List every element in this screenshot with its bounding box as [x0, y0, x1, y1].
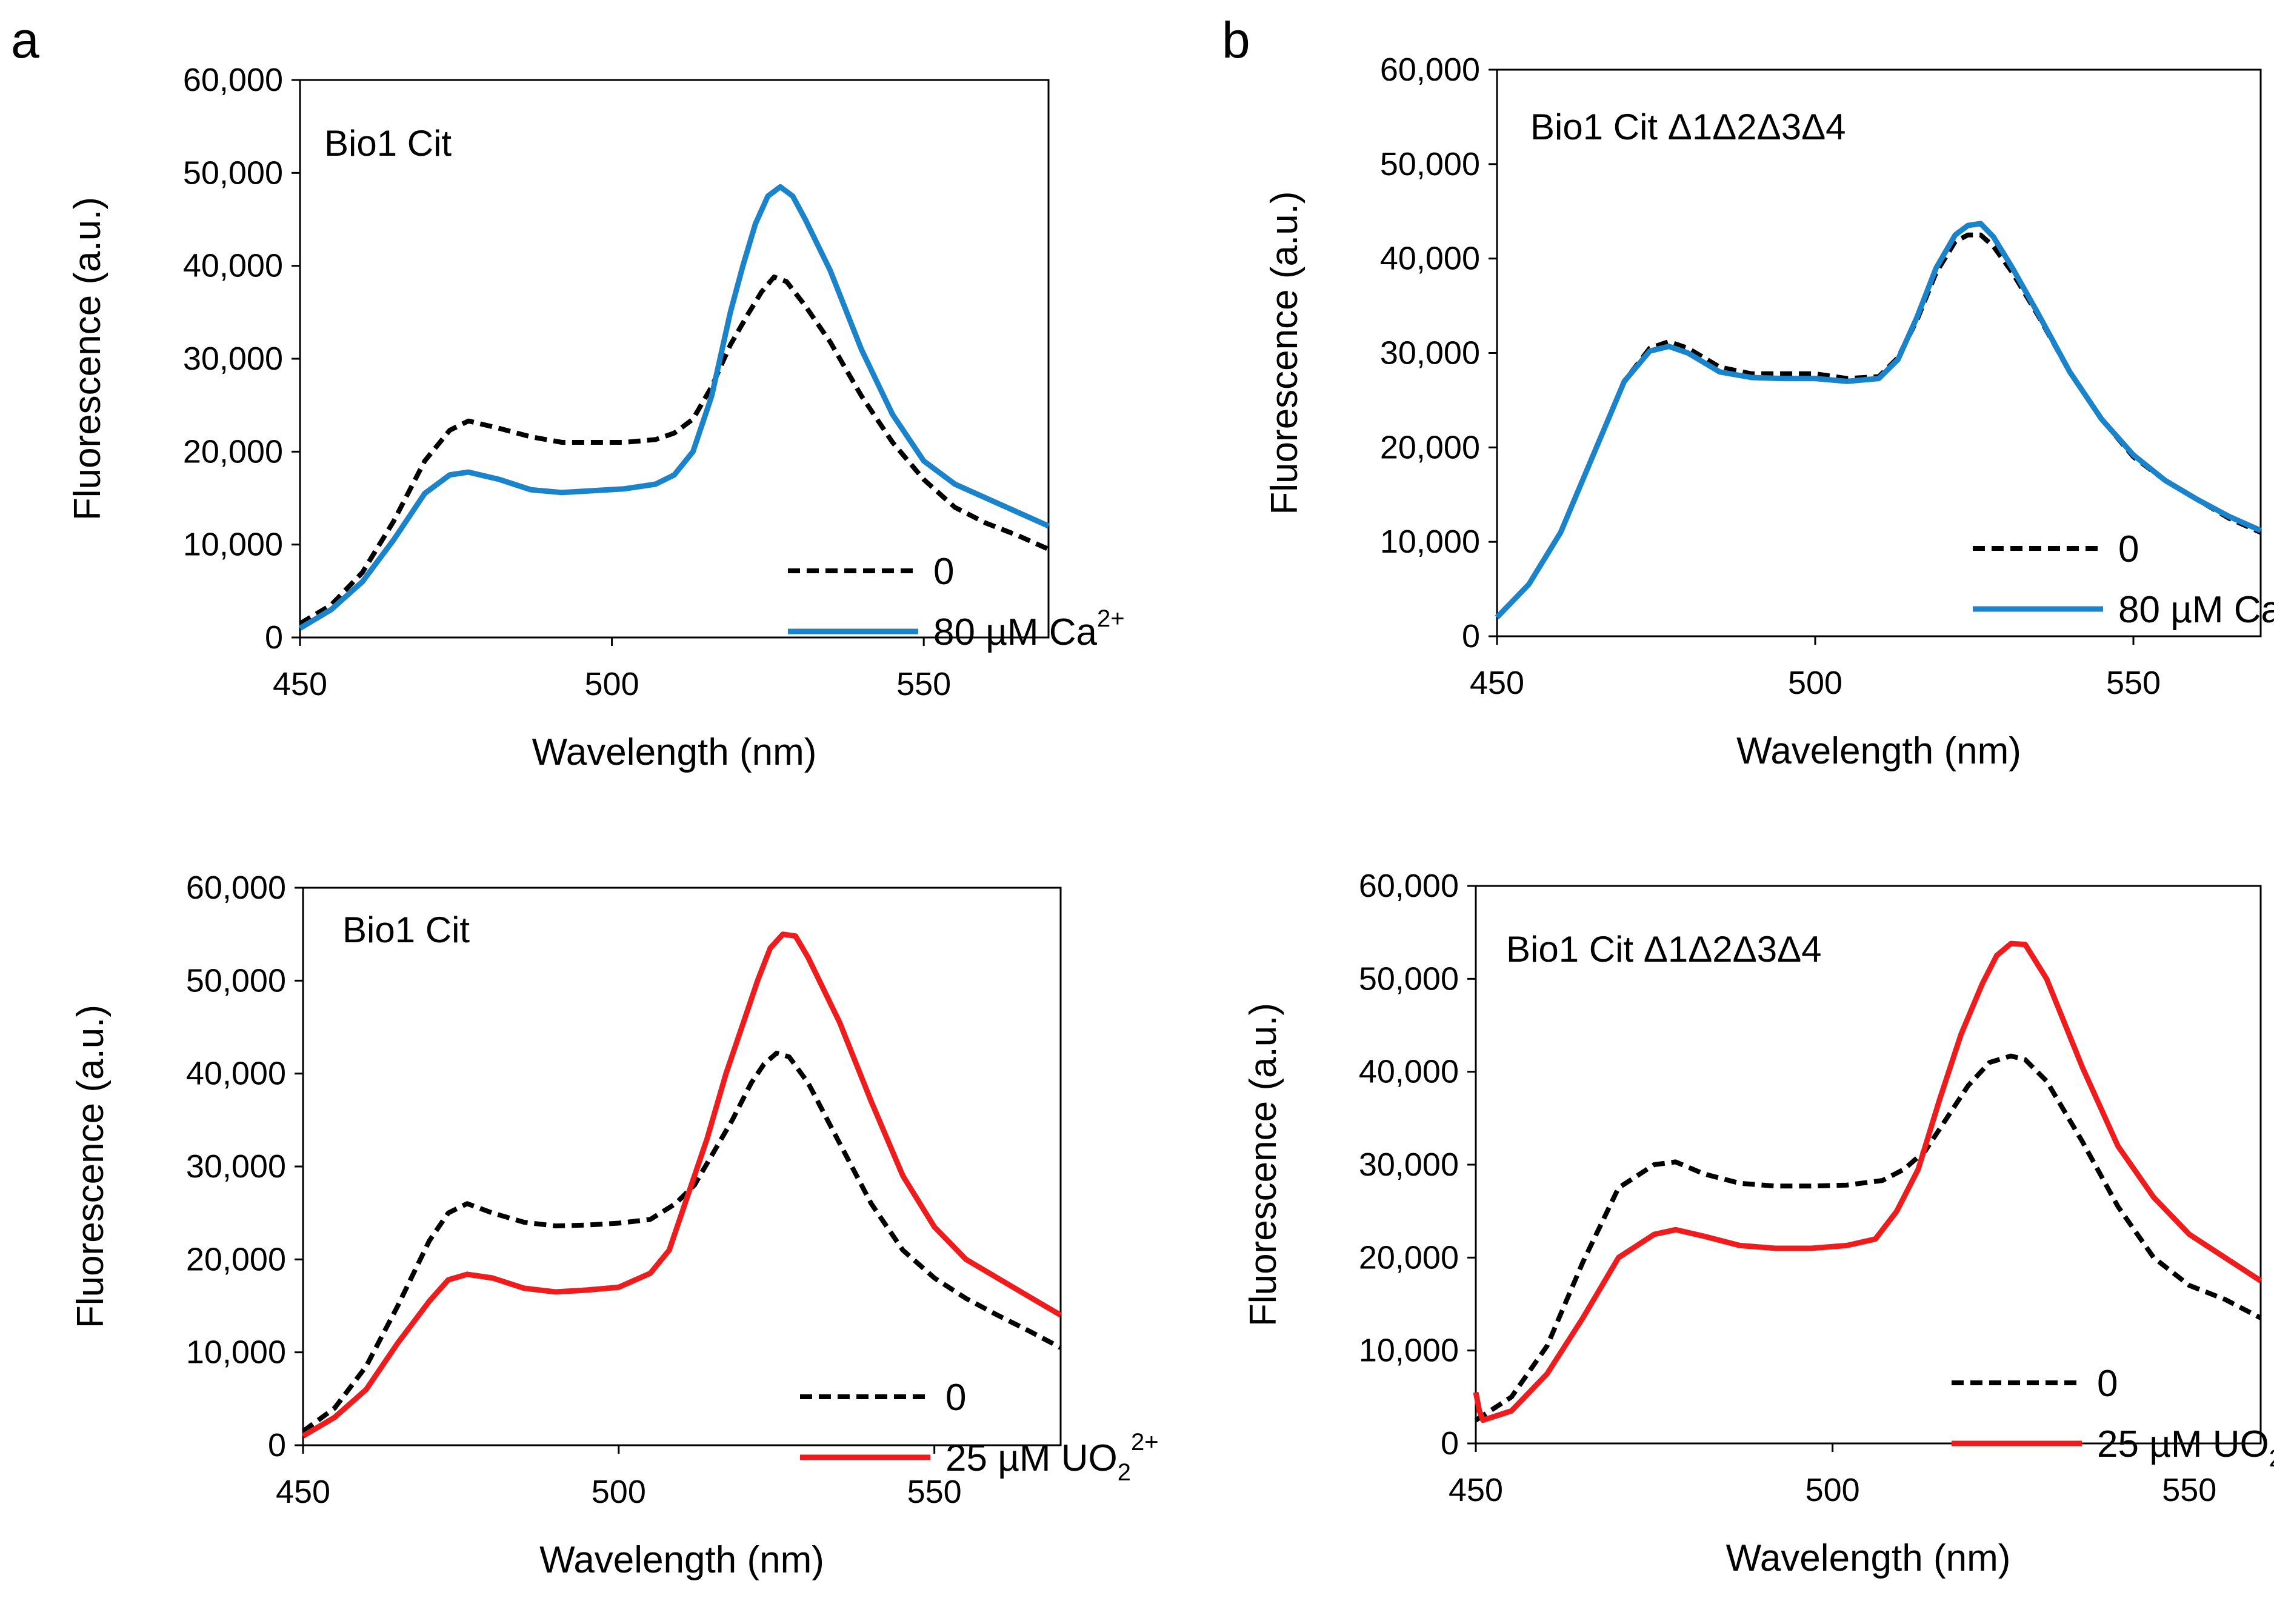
x-axis-title: Wavelength (nm) [532, 731, 817, 773]
chart-title: Bio1 Cit Δ1Δ2Δ3Δ4 [1530, 107, 1846, 147]
series-line-0 [1474, 1053, 2262, 1423]
plot-frame [302, 887, 1062, 1446]
chart-title: Bio1 Cit [324, 123, 452, 164]
y-tick-label: 50,000 [1359, 960, 1459, 997]
y-axis-title: Fluorescence (a.u.) [70, 1005, 112, 1328]
series-line-1 [298, 184, 1050, 631]
y-tick-label: 30,000 [183, 341, 283, 377]
y-tick-label: 60,000 [183, 62, 283, 98]
legend-label-0: 0 [933, 551, 954, 593]
x-tick-label: 500 [592, 1474, 646, 1510]
y-tick-label: 20,000 [1380, 429, 1480, 465]
x-tick-label: 450 [1449, 1472, 1503, 1508]
plot-frame [1475, 885, 2262, 1445]
x-tick-label: 550 [2162, 1472, 2216, 1508]
x-tick-label: 450 [273, 666, 327, 702]
y-tick-label: 40,000 [186, 1056, 286, 1092]
legend-label-0: 0 [2118, 528, 2139, 570]
chart-a-uranyl: 0 10,000 20,000 30,000 40,000 50,000 60,000 450… [70, 870, 1159, 1581]
y-tick-label: 10,000 [1380, 524, 1480, 560]
y-tick-label: 50,000 [1380, 146, 1480, 182]
x-tick-label: 450 [1470, 665, 1524, 701]
y-tick-label: 10,000 [1359, 1333, 1459, 1369]
legend-label-text: 0 [2118, 528, 2139, 570]
legend-superscript: 2+ [1097, 605, 1125, 632]
series-line-1 [1473, 940, 2262, 1423]
y-tick-label: 60,000 [1359, 868, 1459, 904]
legend-label-text: 0 [2097, 1363, 2118, 1405]
y-tick-label: 0 [1441, 1425, 1459, 1462]
y-tick-label: 10,000 [186, 1334, 286, 1371]
y-tick-label: 40,000 [183, 248, 283, 284]
y-tick-label: 10,000 [183, 527, 283, 563]
legend-label-text: 25 µM UO [945, 1437, 1118, 1479]
x-tick-label: 500 [585, 666, 639, 702]
x-tick-label: 550 [896, 666, 951, 702]
y-tick-label: 20,000 [1359, 1239, 1459, 1276]
x-axis-title: Wavelength (nm) [1736, 730, 2021, 772]
y-tick-label: 30,000 [186, 1148, 286, 1185]
legend-superscript: 2+ [1131, 1429, 1159, 1456]
legend-subscript: 2 [2269, 1445, 2274, 1472]
y-tick-label: 60,000 [186, 870, 286, 906]
y-tick-label: 30,000 [1359, 1146, 1459, 1183]
legend-label-1: 80 µM Ca2+ [933, 605, 1125, 653]
y-tick-label: 0 [265, 619, 283, 656]
x-axis-title: Wavelength (nm) [1726, 1537, 2011, 1579]
y-axis-title: Fluorescence (a.u.) [1264, 191, 1305, 514]
panel-label-b: b [1222, 12, 1250, 68]
x-tick-label: 500 [1806, 1472, 1860, 1508]
y-tick-label: 40,000 [1380, 241, 1480, 277]
legend-label-0: 0 [945, 1377, 966, 1419]
y-tick-label: 50,000 [186, 962, 286, 999]
legend-label-text: 25 µM UO [2097, 1423, 2269, 1465]
x-tick-label: 500 [1788, 665, 1842, 701]
series-line-1 [1495, 221, 2262, 619]
y-tick-label: 20,000 [186, 1241, 286, 1277]
y-axis-title: Fluorescence (a.u.) [67, 197, 108, 521]
legend-label-text: 80 µM Ca [933, 611, 1098, 653]
y-tick-label: 0 [1462, 618, 1480, 654]
x-tick-label: 450 [276, 1474, 330, 1510]
panel-label-a: a [11, 12, 39, 68]
plot-frame [1496, 68, 2262, 637]
y-axis-title: Fluorescence (a.u.) [1242, 1003, 1284, 1326]
legend-subscript: 2 [1118, 1459, 1131, 1486]
chart-title: Bio1 Cit Δ1Δ2Δ3Δ4 [1506, 929, 1822, 970]
y-tick-label: 30,000 [1380, 335, 1480, 371]
x-tick-label: 550 [2106, 665, 2161, 701]
legend-label-0: 0 [2097, 1363, 2118, 1405]
legend-label-1: 25 µM UO22+ [945, 1429, 1159, 1486]
series-line-1 [301, 931, 1062, 1439]
chart-b-calcium: 0 10,000 20,000 30,000 40,000 50,000 60,000 450… [1264, 52, 2274, 772]
chart-a-calcium: 0 10,000 20,000 30,000 40,000 50,000 60,000 450… [67, 62, 1125, 773]
x-axis-title: Wavelength (nm) [539, 1539, 824, 1581]
y-tick-label: 0 [268, 1427, 286, 1463]
chart-b-uranyl: 0 10,000 20,000 30,000 40,000 50,000 60,000 450… [1242, 868, 2274, 1579]
series-line-0 [301, 1050, 1062, 1434]
y-tick-label: 60,000 [1380, 52, 1480, 88]
y-tick-label: 20,000 [183, 433, 283, 470]
y-tick-label: 40,000 [1359, 1054, 1459, 1090]
legend-label-1: 25 µM UO22+ [2097, 1415, 2274, 1472]
legend-label-text: 0 [933, 551, 954, 593]
x-tick-label: 550 [907, 1474, 962, 1510]
legend-label-text: 0 [945, 1377, 966, 1419]
legend-label-text: 80 µM Ca [2118, 589, 2274, 631]
series-line-0 [1495, 232, 2262, 619]
y-tick-label: 50,000 [183, 155, 283, 191]
legend-label-1: 80 µM Ca2+ [2118, 583, 2274, 631]
chart-title: Bio1 Cit [342, 910, 470, 950]
